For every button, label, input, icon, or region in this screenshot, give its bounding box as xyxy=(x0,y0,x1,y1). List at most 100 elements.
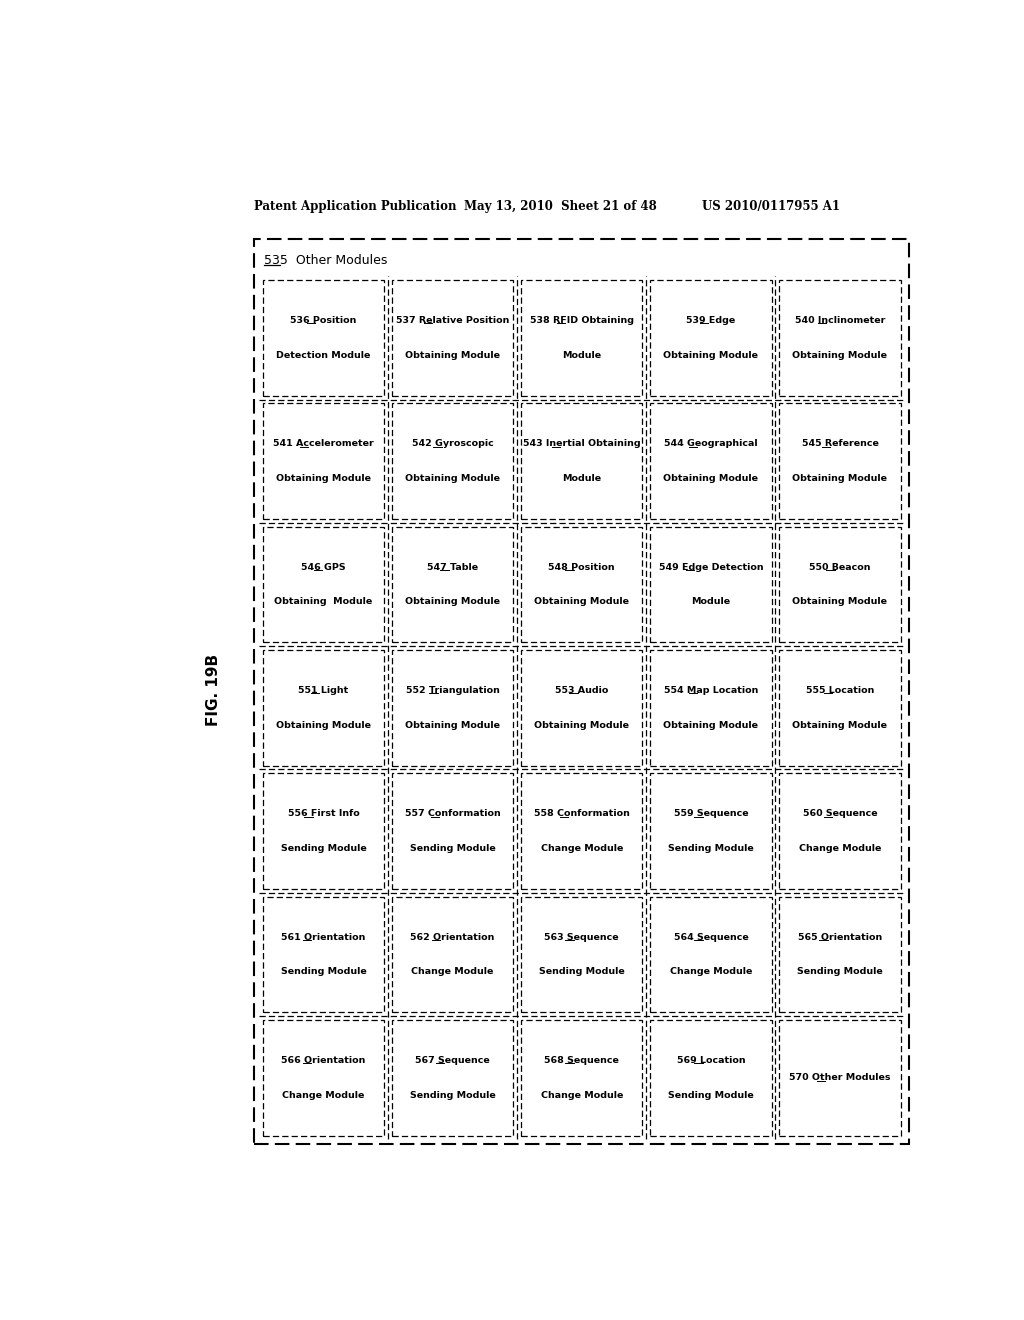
Text: 569 Location: 569 Location xyxy=(677,1056,745,1065)
Text: 549 Edge Detection: 549 Edge Detection xyxy=(658,562,763,572)
Text: 550 Beacon: 550 Beacon xyxy=(809,562,870,572)
Text: Sending Module: Sending Module xyxy=(668,843,754,853)
Text: 566 Orientation: 566 Orientation xyxy=(282,1056,366,1065)
Bar xyxy=(521,527,642,643)
Text: 562 Orientation: 562 Orientation xyxy=(411,932,495,941)
Text: Change Module: Change Module xyxy=(541,843,623,853)
Text: Obtaining Module: Obtaining Module xyxy=(793,351,888,360)
Bar xyxy=(650,404,771,519)
Bar xyxy=(650,280,771,396)
Bar xyxy=(392,774,513,888)
Text: 539 Edge: 539 Edge xyxy=(686,315,735,325)
Text: Obtaining Module: Obtaining Module xyxy=(406,351,500,360)
Text: 542 Gyroscopic: 542 Gyroscopic xyxy=(412,440,494,449)
Text: 538 RFID Obtaining: 538 RFID Obtaining xyxy=(529,315,634,325)
Bar xyxy=(521,896,642,1012)
Text: Obtaining Module: Obtaining Module xyxy=(535,721,630,730)
Bar xyxy=(392,896,513,1012)
Text: Change Module: Change Module xyxy=(541,1090,623,1100)
Text: FIG. 19B: FIG. 19B xyxy=(206,653,221,726)
Text: Sending Module: Sending Module xyxy=(539,968,625,977)
Text: 536 Position: 536 Position xyxy=(291,315,356,325)
Bar xyxy=(263,404,384,519)
Text: Sending Module: Sending Module xyxy=(668,1090,754,1100)
Text: 543 Inertial Obtaining: 543 Inertial Obtaining xyxy=(523,440,641,449)
Text: 553 Audio: 553 Audio xyxy=(555,686,608,694)
Text: Obtaining Module: Obtaining Module xyxy=(406,721,500,730)
Text: 541 Accelerometer: 541 Accelerometer xyxy=(273,440,374,449)
Bar xyxy=(779,774,901,888)
Bar xyxy=(779,404,901,519)
Text: 535  Other Modules: 535 Other Modules xyxy=(263,255,387,268)
Text: 557 Conformation: 557 Conformation xyxy=(404,809,501,818)
Text: Obtaining Module: Obtaining Module xyxy=(664,474,759,483)
Text: 570 Other Modules: 570 Other Modules xyxy=(790,1073,891,1082)
Text: Obtaining Module: Obtaining Module xyxy=(793,721,888,730)
Text: 567 Sequence: 567 Sequence xyxy=(416,1056,490,1065)
Text: 552 Triangulation: 552 Triangulation xyxy=(406,686,500,694)
Text: 555 Location: 555 Location xyxy=(806,686,874,694)
Bar xyxy=(254,239,909,1144)
Bar xyxy=(779,1020,901,1135)
Text: Obtaining Module: Obtaining Module xyxy=(406,474,500,483)
Bar xyxy=(263,774,384,888)
Text: Obtaining Module: Obtaining Module xyxy=(664,351,759,360)
Text: Obtaining Module: Obtaining Module xyxy=(276,474,371,483)
Text: Change Module: Change Module xyxy=(283,1090,365,1100)
Bar xyxy=(521,649,642,766)
Bar xyxy=(521,404,642,519)
Bar xyxy=(263,896,384,1012)
Text: Sending Module: Sending Module xyxy=(281,968,367,977)
Text: Patent Application Publication: Patent Application Publication xyxy=(254,199,457,213)
Text: 547 Table: 547 Table xyxy=(427,562,478,572)
Text: Obtaining Module: Obtaining Module xyxy=(793,598,888,606)
Bar xyxy=(779,896,901,1012)
Text: 563 Sequence: 563 Sequence xyxy=(545,932,620,941)
Bar xyxy=(392,1020,513,1135)
Text: Sending Module: Sending Module xyxy=(410,1090,496,1100)
Text: Module: Module xyxy=(691,598,730,606)
Text: 540 Inclinometer: 540 Inclinometer xyxy=(795,315,885,325)
Text: Obtaining  Module: Obtaining Module xyxy=(274,598,373,606)
Bar xyxy=(521,280,642,396)
Bar xyxy=(650,649,771,766)
Bar xyxy=(779,527,901,643)
Text: Obtaining Module: Obtaining Module xyxy=(664,721,759,730)
Bar xyxy=(263,1020,384,1135)
Text: 556 First Info: 556 First Info xyxy=(288,809,359,818)
Text: 537 Relative Position: 537 Relative Position xyxy=(396,315,509,325)
Bar xyxy=(392,649,513,766)
Bar xyxy=(392,527,513,643)
Bar xyxy=(779,280,901,396)
Bar xyxy=(392,404,513,519)
Bar xyxy=(650,896,771,1012)
Text: 559 Sequence: 559 Sequence xyxy=(674,809,749,818)
Text: Obtaining Module: Obtaining Module xyxy=(406,598,500,606)
Text: Module: Module xyxy=(562,474,601,483)
Bar xyxy=(779,649,901,766)
Text: Sending Module: Sending Module xyxy=(797,968,883,977)
Bar xyxy=(521,1020,642,1135)
Text: Change Module: Change Module xyxy=(799,843,882,853)
Text: Sending Module: Sending Module xyxy=(281,843,367,853)
Text: 545 Reference: 545 Reference xyxy=(802,440,879,449)
Text: 548 Position: 548 Position xyxy=(549,562,615,572)
Bar xyxy=(650,527,771,643)
Text: Module: Module xyxy=(562,351,601,360)
Text: 551 Light: 551 Light xyxy=(298,686,348,694)
Bar xyxy=(263,280,384,396)
Bar xyxy=(521,774,642,888)
Text: 558 Conformation: 558 Conformation xyxy=(534,809,630,818)
Text: May 13, 2010  Sheet 21 of 48: May 13, 2010 Sheet 21 of 48 xyxy=(464,199,656,213)
Text: 561 Orientation: 561 Orientation xyxy=(282,932,366,941)
Text: Obtaining Module: Obtaining Module xyxy=(793,474,888,483)
Text: Change Module: Change Module xyxy=(670,968,752,977)
Bar xyxy=(650,774,771,888)
Text: Change Module: Change Module xyxy=(412,968,494,977)
Text: 564 Sequence: 564 Sequence xyxy=(674,932,749,941)
Text: Detection Module: Detection Module xyxy=(276,351,371,360)
Text: 560 Sequence: 560 Sequence xyxy=(803,809,878,818)
Text: Obtaining Module: Obtaining Module xyxy=(276,721,371,730)
Bar xyxy=(263,649,384,766)
Bar xyxy=(392,280,513,396)
